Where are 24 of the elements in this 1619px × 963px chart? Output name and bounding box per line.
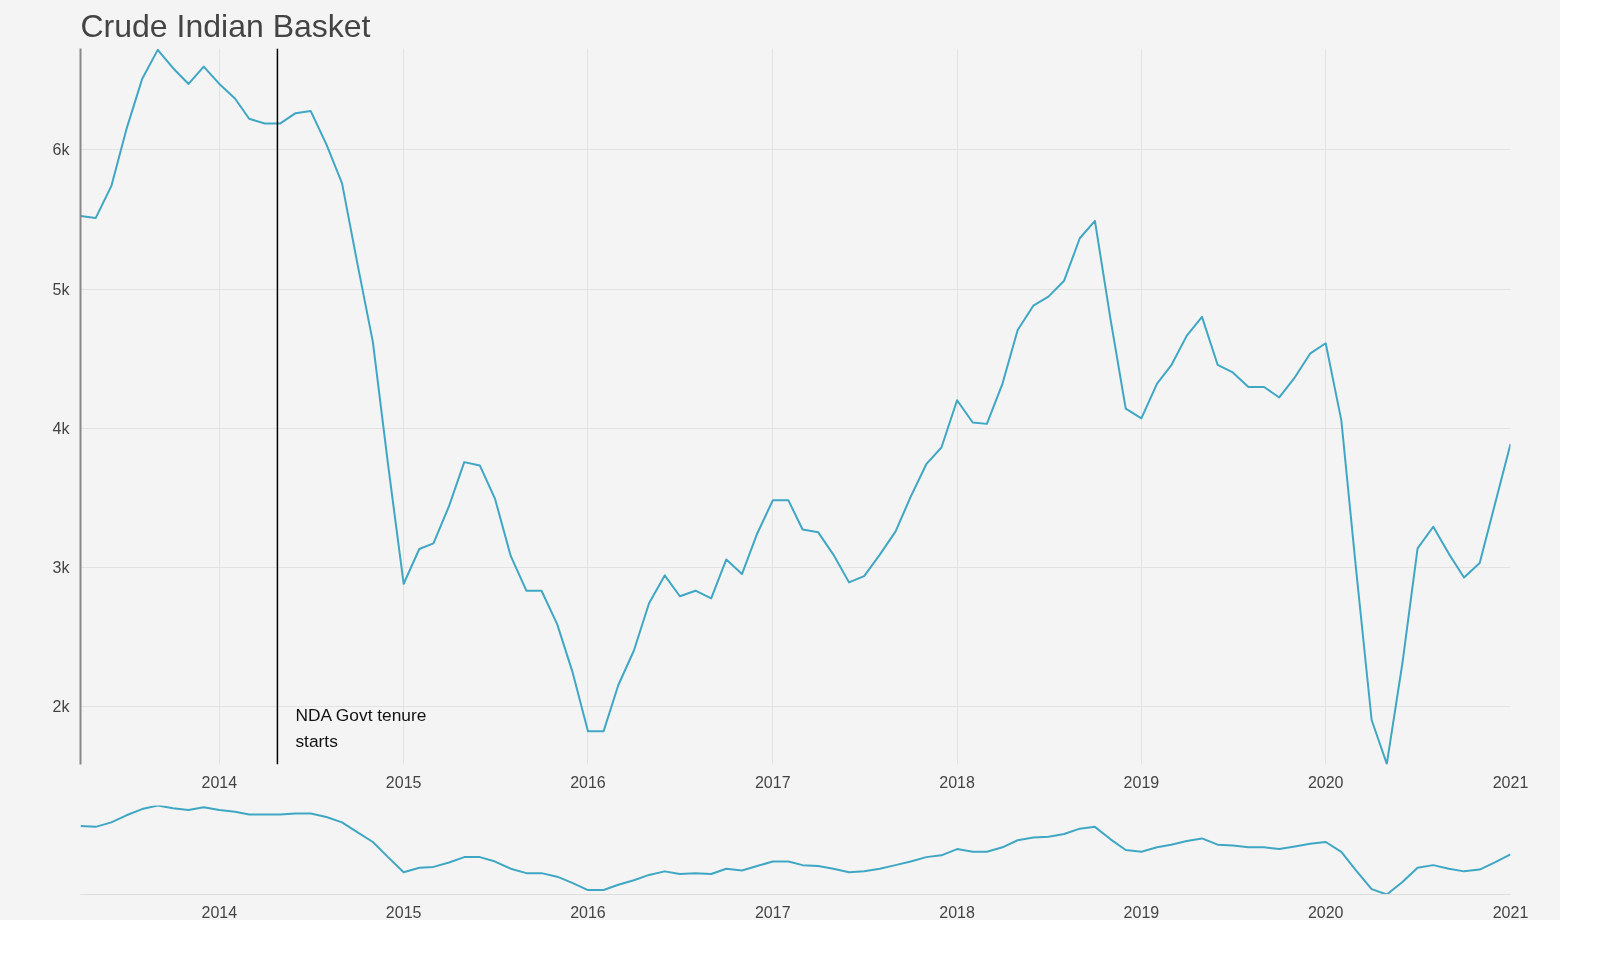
x-tick-label: 2017 bbox=[754, 903, 791, 921]
x-tick-label: 2019 bbox=[1123, 773, 1160, 791]
y-tick-label: 6k bbox=[52, 141, 71, 159]
x-tick-label: 2015 bbox=[385, 773, 422, 791]
ref-line-label: NDA Govt tenure starts bbox=[295, 704, 427, 751]
x-tick-label: 2014 bbox=[201, 773, 238, 791]
y-tick-label: 4k bbox=[52, 419, 71, 437]
x-tick-label: 2016 bbox=[570, 903, 606, 921]
x-tick-label: 2020 bbox=[1307, 903, 1344, 921]
y-tick-label: 3k bbox=[52, 558, 71, 576]
x-tick-label: 2019 bbox=[1123, 903, 1160, 921]
x-tick-label: 2021 bbox=[1492, 903, 1529, 921]
x-tick-label: 2016 bbox=[570, 773, 606, 791]
chart-title: Crude Indian Basket bbox=[80, 7, 371, 44]
y-tick-label: 2k bbox=[52, 697, 71, 715]
x-tick-label: 2018 bbox=[939, 773, 975, 791]
x-tick-label: 2018 bbox=[939, 903, 975, 921]
x-tick-label: 2014 bbox=[201, 903, 238, 921]
x-tick-label: 2015 bbox=[385, 903, 422, 921]
line-series bbox=[80, 48, 1511, 765]
x-tick-label: 2021 bbox=[1492, 773, 1529, 791]
x-tick-label: 2017 bbox=[754, 773, 791, 791]
y-tick-label: 5k bbox=[52, 280, 71, 298]
x-tick-label: 2020 bbox=[1307, 773, 1344, 791]
